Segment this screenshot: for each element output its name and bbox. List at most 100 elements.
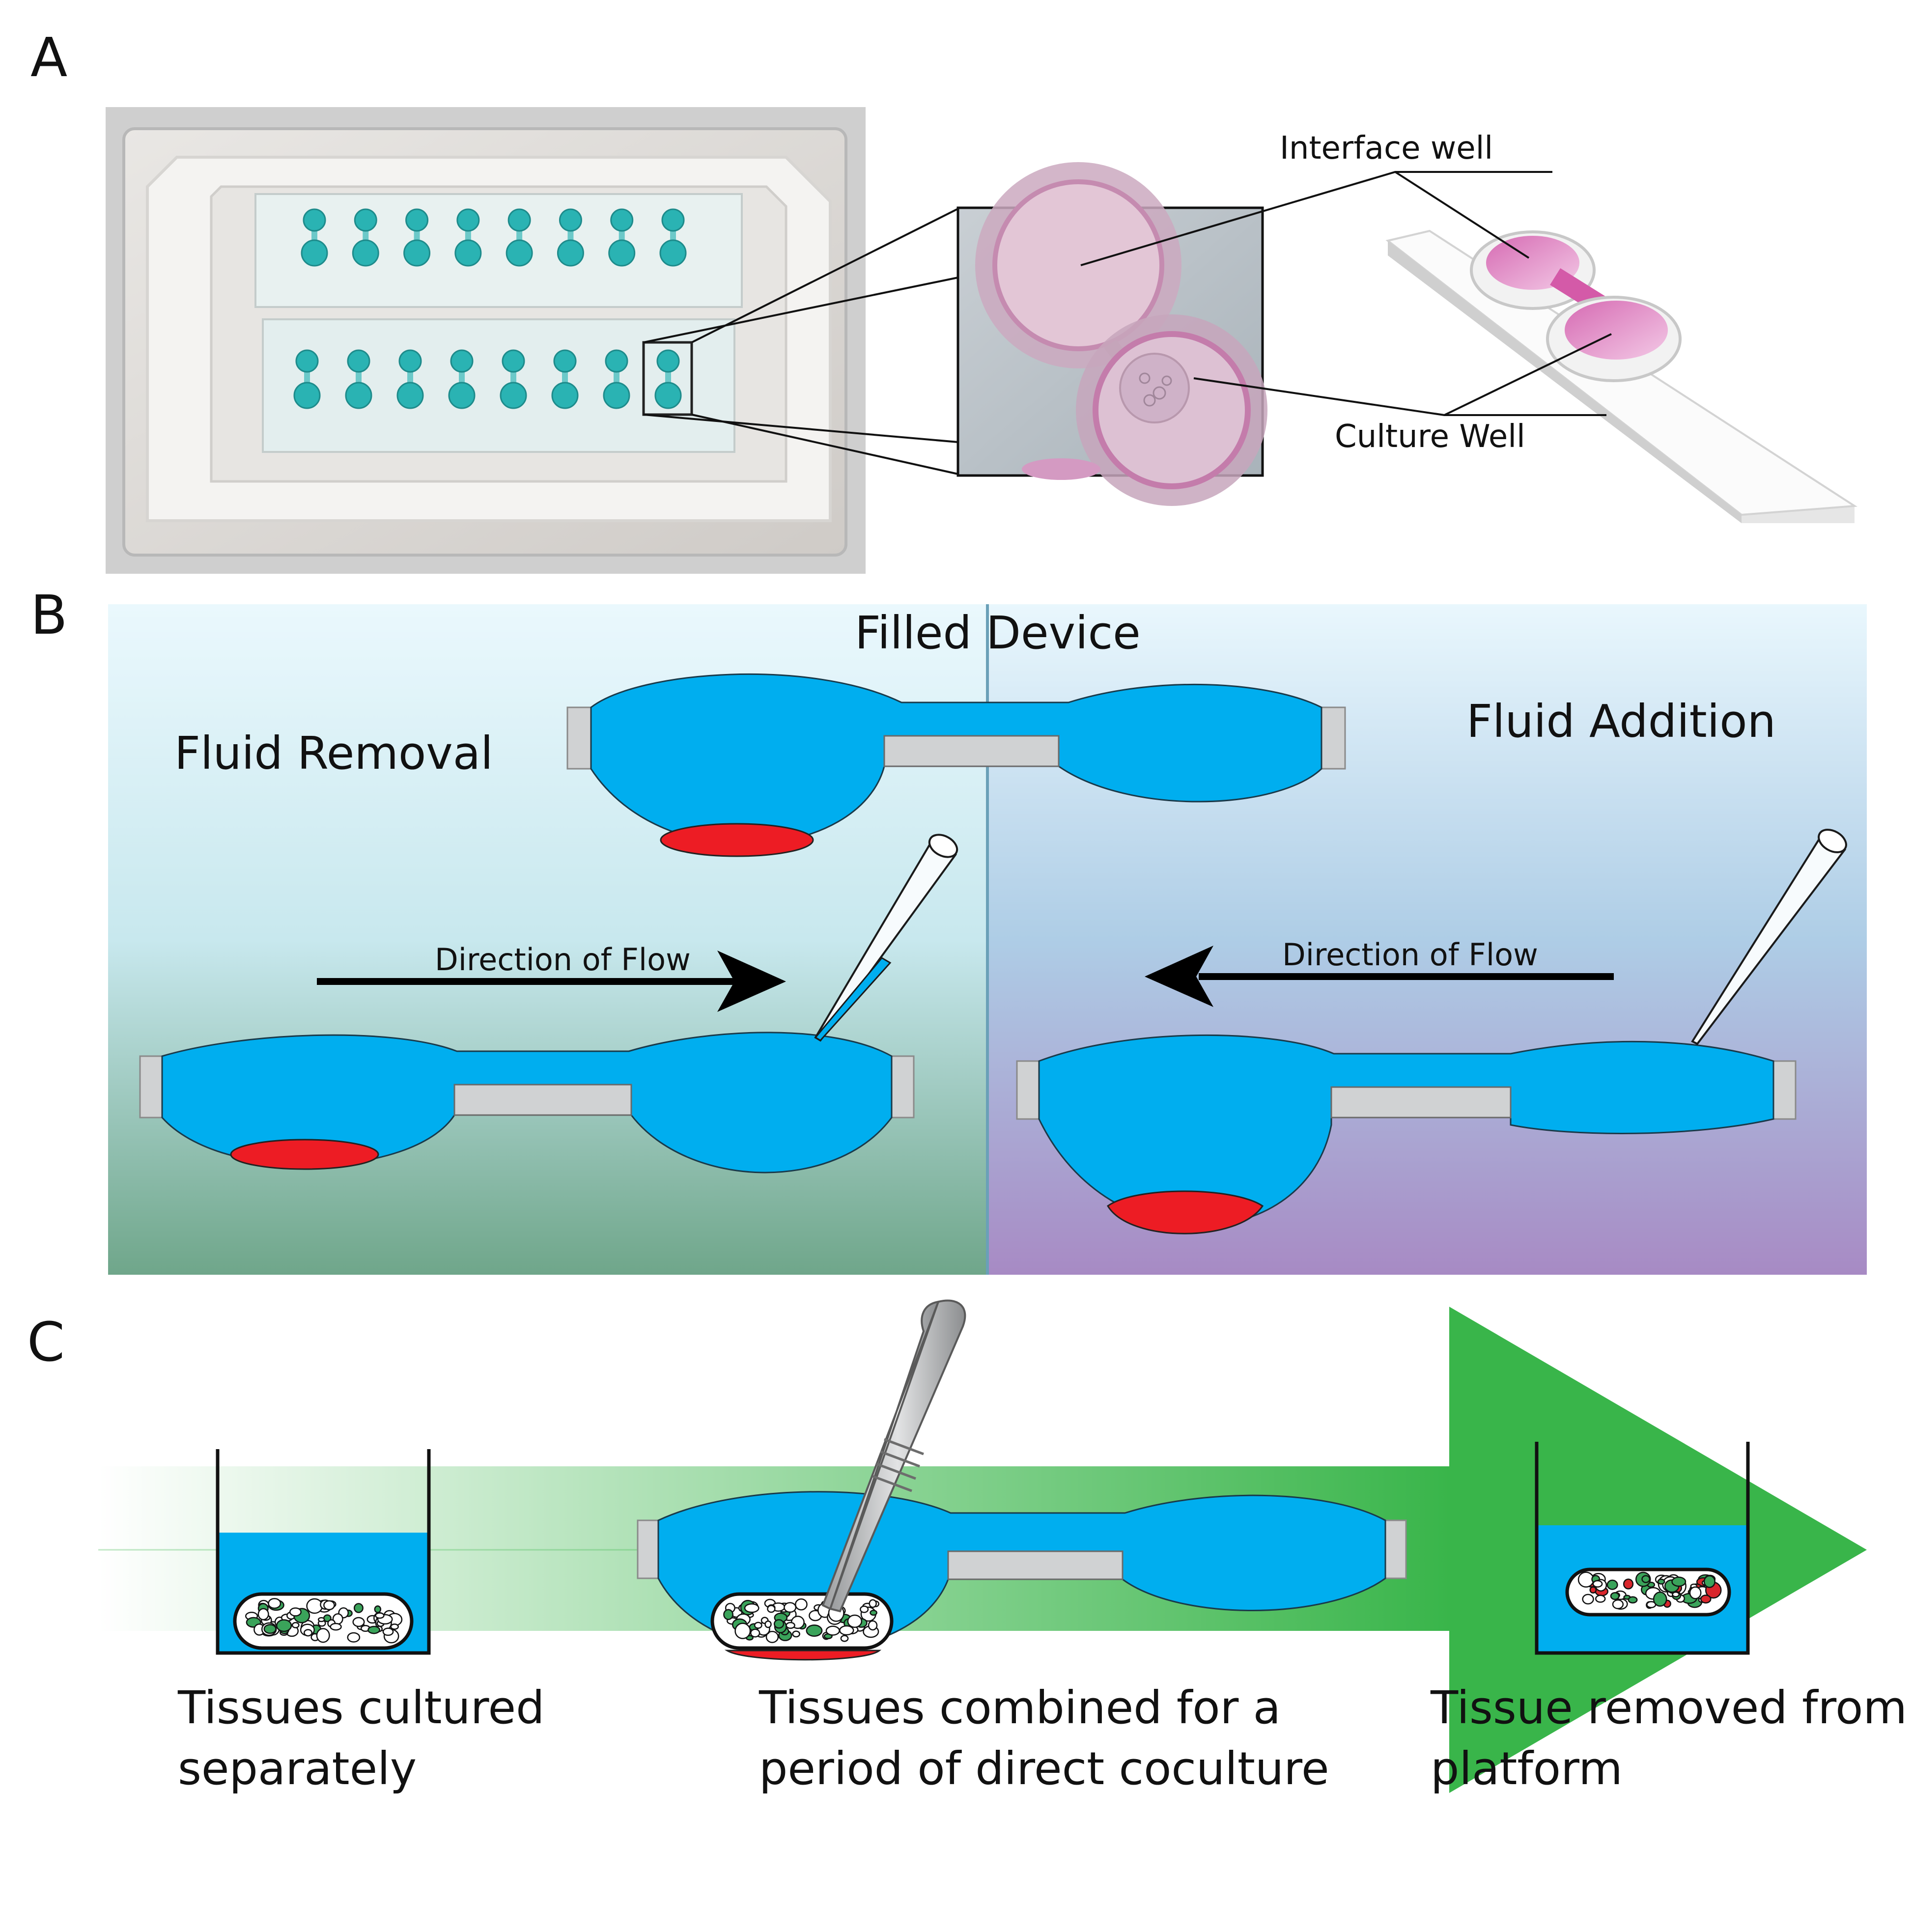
culture-well-dot [448,382,476,409]
cell [374,1605,382,1613]
cell [1628,1596,1638,1604]
device-render [1385,229,1858,523]
interface-well-dot [553,349,577,373]
interface-well-dot [303,208,326,232]
interface-well-dot [295,349,319,373]
cell [276,1619,292,1632]
cell [1671,1576,1687,1587]
zoom-lines [643,208,958,475]
cell-cluster [723,1598,880,1643]
cell [1623,1578,1634,1590]
interface-well-dot [656,349,680,373]
panel-c-letter: C [27,1311,65,1373]
micrograph [956,162,1267,506]
cell [323,1600,335,1610]
cell [1672,1591,1680,1597]
fluid-removal-device [139,1032,915,1174]
cell [825,1625,840,1636]
culture-well-dot [654,382,682,409]
pipette-addition [1691,829,1847,1045]
cell [870,1609,877,1616]
culture-well-dot [506,239,533,267]
interface-well-dot [450,349,474,373]
panel-a-letter: A [30,26,67,89]
cell [744,1603,759,1613]
beaker-removed [1535,1442,1750,1655]
cell-cluster [1577,1571,1722,1610]
interface-well-dot [610,208,634,232]
cell [767,1605,776,1613]
cell [1610,1592,1620,1600]
tissue [660,823,814,857]
interface-well-dot [398,349,422,373]
cell [754,1622,762,1629]
zoom-box [642,341,693,416]
cell [1689,1586,1702,1599]
cell [306,1598,323,1614]
coculture-device [637,1491,1407,1661]
culture-well-dot [403,239,431,267]
cell [382,1627,394,1636]
interface-well-dot [405,208,429,232]
cell [734,1623,751,1639]
cell [375,1612,385,1619]
cell [868,1620,878,1631]
tray-wells-bottom [293,349,682,409]
interface-well-dot [354,208,377,232]
cell [786,1622,795,1629]
tissue [230,1139,379,1170]
cell [291,1622,300,1628]
caption-line: Tissues cultured [177,1681,545,1734]
cell [773,1619,785,1629]
cell [764,1620,772,1628]
caption-line: Tissues combined for a [759,1681,1281,1734]
cell [1577,1571,1595,1588]
cell [1589,1586,1597,1594]
cell [1703,1575,1715,1588]
culture-well-dot [352,239,379,267]
cell [317,1617,325,1623]
interface-well-dot [661,208,685,232]
interface-well-dot [347,349,370,373]
culture-well-dot [500,382,527,409]
interface-well-dot [507,208,531,232]
cell [353,1603,364,1613]
cell [1595,1595,1606,1603]
tissue [1107,1190,1264,1234]
flow-arrow-left [1145,946,1614,1007]
cell [289,1607,302,1617]
culture-well-dot [293,382,321,409]
caption-tissue-removed: Tissue removed from platform [1430,1681,1912,1795]
fluid-addition-device [1016,1034,1797,1234]
callout-lines [1080,171,1612,416]
label-interface-well: Interface well [1280,130,1493,167]
cell [1592,1580,1603,1588]
caption-tissues-combined: Tissues combined for a period of direct … [759,1681,1329,1795]
cell [390,1624,399,1630]
cell [806,1624,823,1637]
cell [869,1599,877,1608]
cell [839,1625,854,1636]
pipette-removal [814,834,958,1042]
interface-well-dot [605,349,628,373]
cell [1653,1591,1667,1607]
caption-line: Tissue removed from [1430,1681,1907,1734]
cell [723,1609,733,1620]
cell [1612,1599,1624,1609]
cell [330,1623,342,1631]
flow-arrow-right [317,951,786,1012]
cell [1582,1594,1594,1605]
cell [792,1630,800,1638]
tray-wells-top [301,208,687,267]
cell [367,1625,381,1634]
culture-well-dot [345,382,372,409]
direction-of-flow-label-right: Direction of Flow [1282,937,1538,973]
cell [304,1629,313,1637]
culture-well-dot [551,382,579,409]
fluid-removal-title: Fluid Removal [174,727,493,780]
cell [263,1624,277,1634]
filled-device [566,673,1346,857]
fluid-addition-title: Fluid Addition [1466,695,1776,748]
culture-well-dot [301,239,328,267]
